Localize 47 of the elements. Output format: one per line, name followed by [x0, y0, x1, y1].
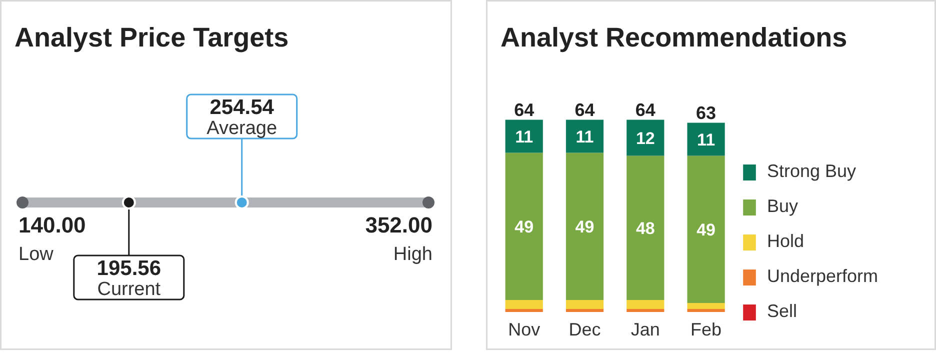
data-label: 12 [636, 128, 655, 148]
bar [626, 300, 664, 310]
legend-label: Underperform [767, 266, 878, 287]
data-label: 11 [697, 130, 716, 150]
data-label: 11 [515, 127, 534, 146]
total-label: 64 [574, 100, 595, 120]
bar [505, 300, 543, 310]
category-label: Current [97, 279, 162, 300]
category-label: High [393, 244, 432, 265]
category-label: Low [18, 244, 54, 265]
bar [687, 309, 725, 312]
text: Analyst Price Targets [14, 22, 289, 52]
bar [626, 309, 664, 312]
legend-label: Buy [767, 196, 798, 217]
data-label: 140.00 [18, 212, 86, 238]
x-tick-label: Dec [568, 320, 601, 340]
category-label: Average [206, 118, 278, 139]
bar [505, 309, 543, 312]
legend-label: Hold [767, 231, 804, 252]
data-label: 49 [696, 220, 716, 240]
bar [626, 156, 664, 300]
x-tick-label: Nov [508, 320, 540, 340]
data-label: 11 [576, 127, 594, 146]
bar [687, 303, 725, 310]
data-label: 49 [575, 217, 594, 236]
bar [566, 152, 604, 300]
chart-title: Analyst Recommendations [500, 22, 848, 52]
data-label: 195.56 [96, 257, 162, 280]
x-tick-label: Jan [630, 320, 660, 340]
bar [566, 300, 604, 310]
bar [687, 122, 725, 156]
legend-label: Strong Buy [767, 161, 856, 182]
x-tick-label: Feb [690, 320, 722, 340]
bar [566, 120, 604, 153]
bar [626, 120, 664, 156]
data-label: 49 [514, 217, 534, 236]
bar [505, 120, 543, 153]
total-label: 63 [696, 102, 716, 123]
bar [566, 309, 604, 312]
total-label: 64 [514, 100, 534, 120]
total-label: 64 [635, 100, 656, 120]
bar [687, 156, 725, 304]
bar [505, 152, 543, 300]
data-label: 254.54 [210, 96, 274, 119]
data-label: 48 [636, 218, 655, 238]
data-label: 352.00 [365, 212, 433, 238]
legend-label: Sell [767, 301, 798, 322]
